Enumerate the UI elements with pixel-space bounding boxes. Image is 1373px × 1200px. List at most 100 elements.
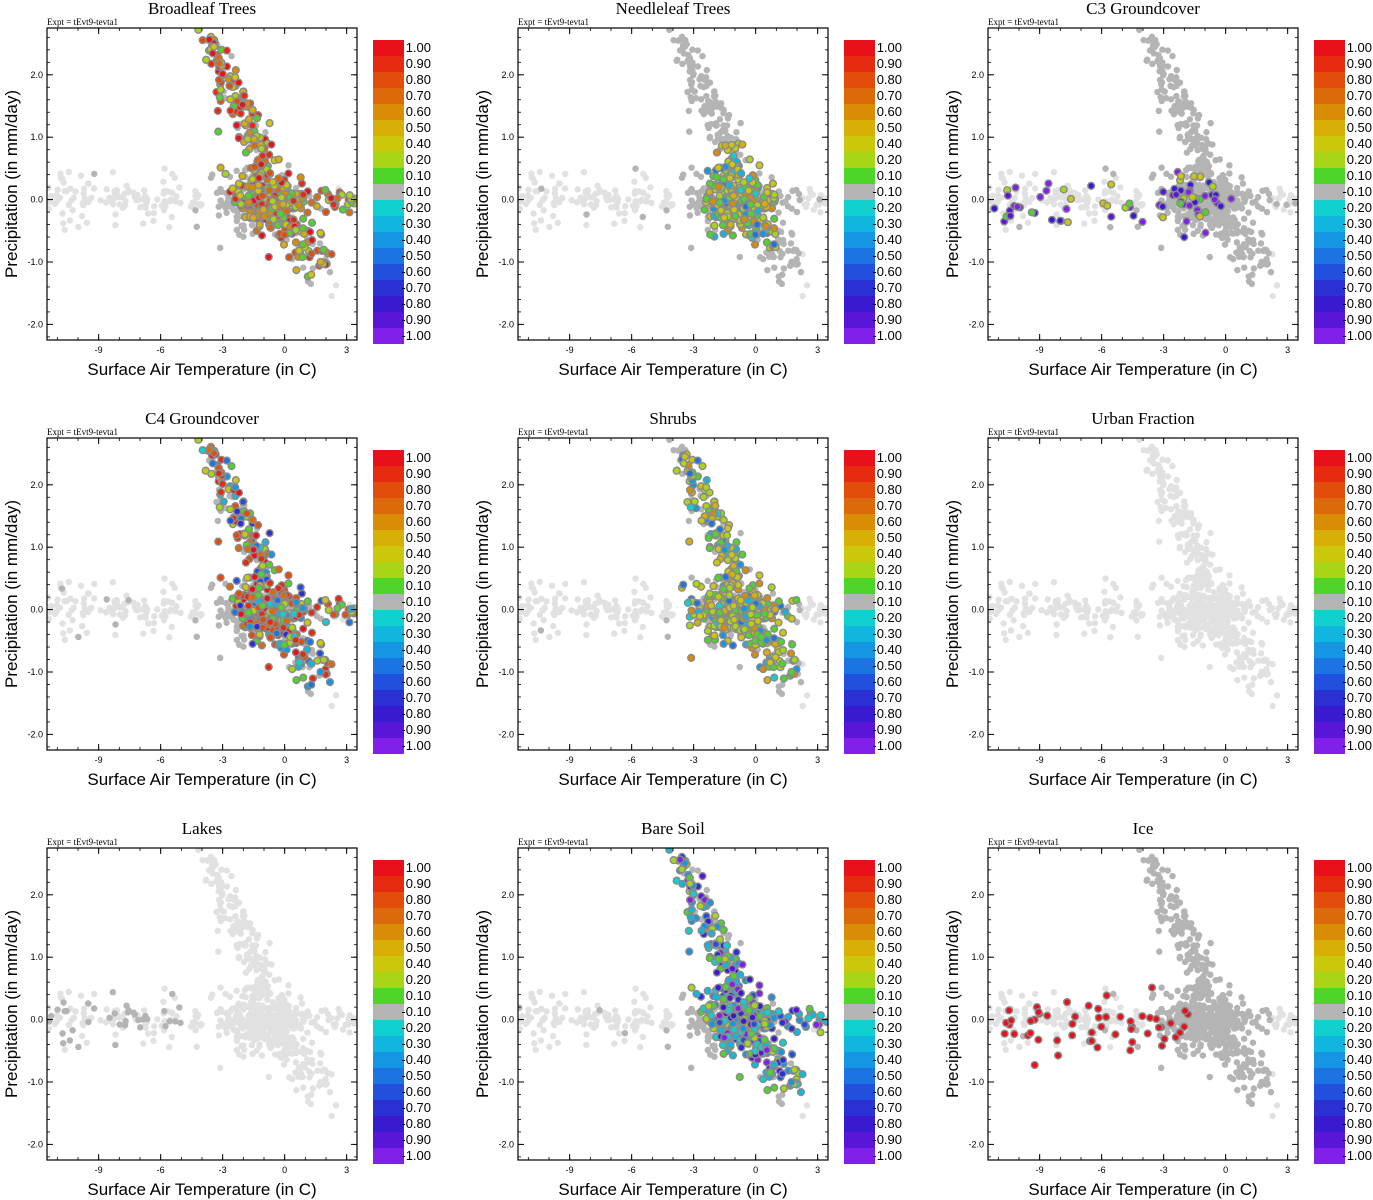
data-point <box>282 206 291 216</box>
data-point <box>277 193 286 202</box>
data-point <box>298 224 308 233</box>
background-point <box>140 187 148 194</box>
colorbar-swatch <box>844 136 875 152</box>
neutral-point <box>694 209 701 216</box>
data-point <box>703 166 712 175</box>
data-point <box>221 169 230 178</box>
background-point <box>1133 187 1140 195</box>
neutral-point <box>233 217 241 225</box>
data-point <box>234 179 243 188</box>
background-point <box>664 193 672 200</box>
background-point <box>78 212 86 220</box>
neutral-point <box>1163 170 1170 178</box>
background-point <box>799 292 806 300</box>
data-point <box>279 240 289 249</box>
neutral-point <box>1245 209 1252 216</box>
data-point <box>720 213 729 222</box>
background-point <box>51 200 59 208</box>
neutral-point <box>664 223 671 230</box>
x-tick-label: 0 <box>282 345 287 355</box>
colorbar-label: 1.00 <box>406 40 431 55</box>
background-point <box>805 195 812 202</box>
data-point <box>265 186 274 195</box>
colorbar-label: -0.40 <box>401 232 431 247</box>
data-point <box>268 178 277 187</box>
colorbar-label: -0.40 <box>872 232 902 247</box>
background-point <box>1050 169 1058 176</box>
background-point <box>1024 219 1032 226</box>
data-point <box>291 238 300 247</box>
data-point <box>209 42 219 51</box>
background-point <box>150 209 158 217</box>
background-point <box>602 191 609 198</box>
background-point <box>803 282 811 289</box>
neutral-point <box>779 236 787 244</box>
neutral-point <box>686 76 694 84</box>
y-tick-label: -1.0 <box>498 257 514 267</box>
background-point <box>532 226 539 233</box>
background-point <box>1006 168 1013 176</box>
neutral-point <box>696 76 703 83</box>
background-point <box>193 193 201 200</box>
background-point <box>168 213 175 221</box>
neutral-point <box>1157 93 1164 101</box>
neutral-point <box>778 280 786 288</box>
data-point <box>232 121 241 130</box>
background-point <box>518 205 523 212</box>
background-point <box>637 223 644 231</box>
colorbar-swatch <box>844 264 875 280</box>
neutral-point <box>1157 244 1165 252</box>
data-point <box>307 198 316 207</box>
colorbar-label: 0.10 <box>406 168 431 183</box>
colorbar-label: 0.50 <box>406 120 431 135</box>
background-point <box>160 178 167 185</box>
background-point <box>809 191 817 198</box>
neutral-point <box>1236 201 1244 209</box>
background-point <box>1083 192 1090 200</box>
colorbar-label: -0.60 <box>401 264 431 279</box>
data-point <box>750 240 760 249</box>
data-point <box>244 198 253 207</box>
neutral-point <box>780 265 788 272</box>
background-point <box>642 174 650 182</box>
neutral-point <box>1164 63 1172 70</box>
colorbar-label: -1.00 <box>872 328 902 343</box>
background-point <box>177 199 184 207</box>
neutral-point <box>796 196 803 204</box>
background-point <box>83 219 91 226</box>
data-point <box>744 186 753 195</box>
neutral-point <box>1174 207 1182 214</box>
data-point <box>236 109 245 118</box>
background-point <box>1287 192 1294 199</box>
background-point <box>111 187 118 195</box>
data-point <box>266 223 275 232</box>
background-point <box>1053 211 1060 218</box>
neutral-point <box>797 268 805 276</box>
neutral-point <box>716 116 724 123</box>
colorbar-label: 0.50 <box>877 120 902 135</box>
neutral-point <box>688 164 695 171</box>
data-point <box>294 246 304 255</box>
data-point <box>319 245 328 254</box>
neutral-point <box>193 223 200 230</box>
colorbar-swatch <box>844 280 875 296</box>
background-point <box>1273 282 1281 289</box>
background-point <box>593 197 600 205</box>
neutral-point <box>706 79 714 86</box>
background-point <box>1109 189 1117 197</box>
neutral-point <box>225 203 233 210</box>
background-point <box>531 179 538 186</box>
neutral-point <box>1207 119 1214 127</box>
neutral-point <box>686 212 694 219</box>
data-point <box>284 169 293 178</box>
data-point <box>728 160 737 169</box>
background-point <box>1032 170 1039 178</box>
neutral-point <box>583 211 590 218</box>
data-point <box>725 173 735 183</box>
data-point <box>298 252 307 262</box>
background-point <box>47 184 52 191</box>
data-point <box>214 59 223 68</box>
data-point <box>715 198 724 207</box>
chart-title: C3 Groundcover <box>1086 0 1200 18</box>
neutral-point <box>1291 200 1298 207</box>
